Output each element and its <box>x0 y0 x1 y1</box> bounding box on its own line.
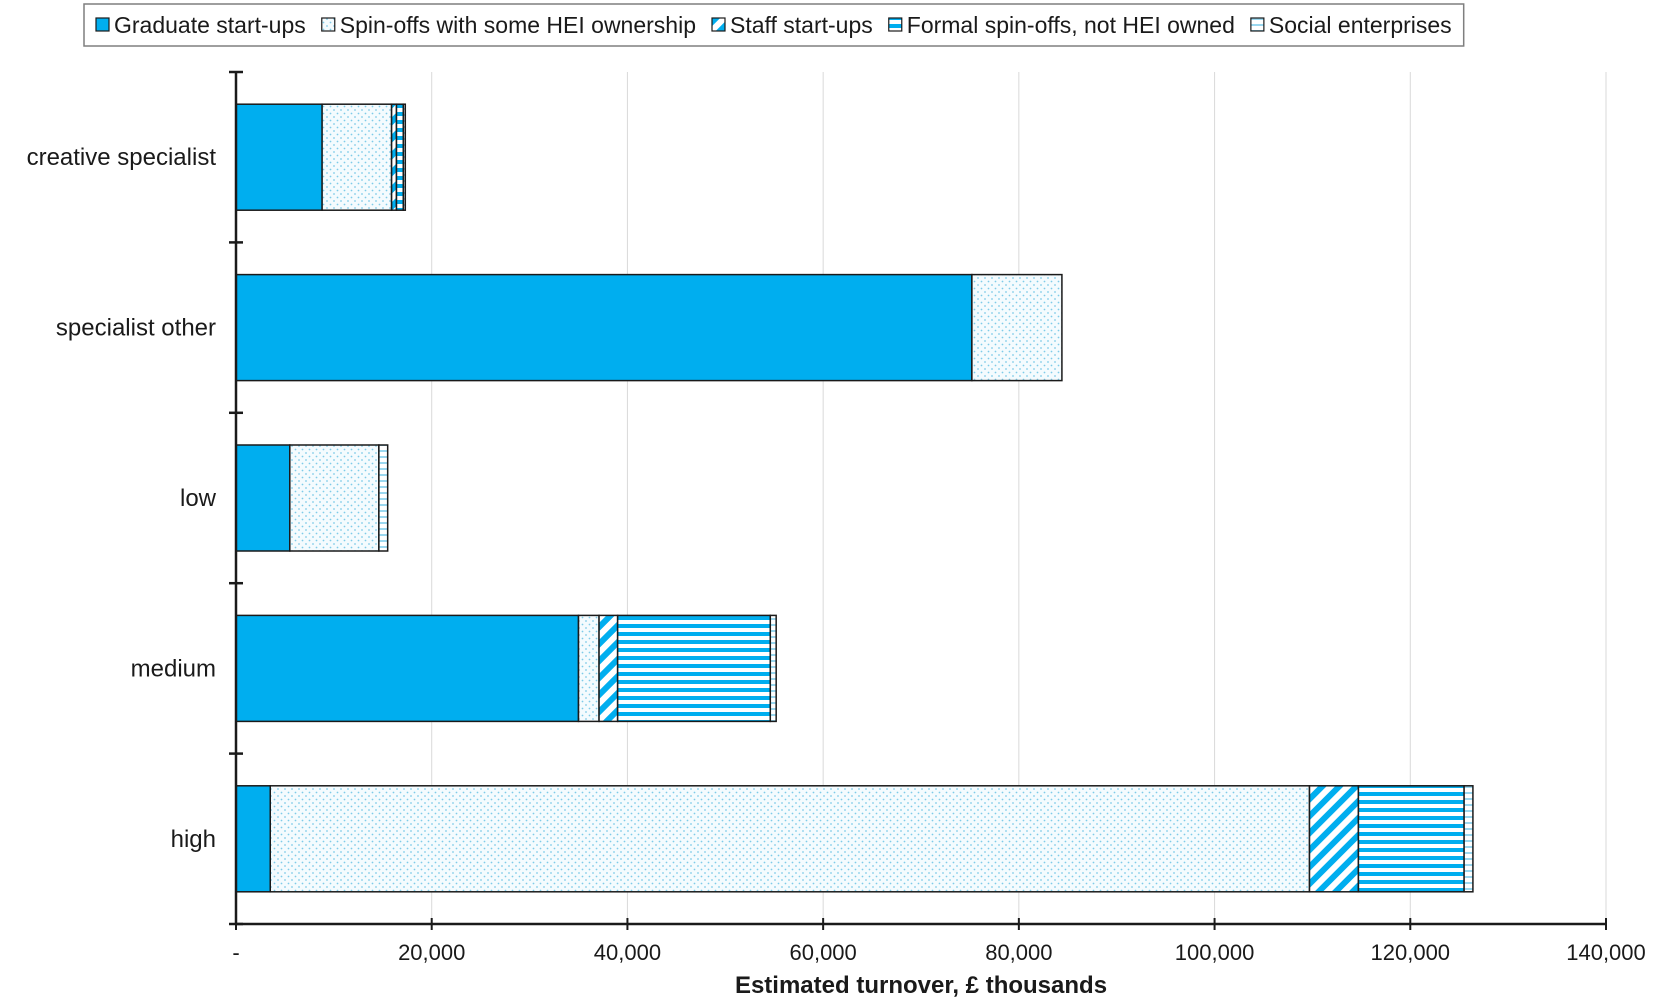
bars <box>235 103 1474 893</box>
bar-segment <box>1463 785 1474 893</box>
bar-segment <box>1308 785 1360 893</box>
bar-segment <box>235 103 323 211</box>
bar-segment <box>402 103 407 211</box>
x-tick-label: 100,000 <box>1175 940 1255 965</box>
gridlines <box>431 72 1607 924</box>
bar-segment <box>321 103 393 211</box>
x-axis-title: Estimated turnover, £ thousands <box>735 972 1107 999</box>
legend-swatch <box>711 17 726 32</box>
bar-segment <box>616 614 772 723</box>
bar-segment <box>395 103 405 211</box>
bar-segment <box>235 444 291 552</box>
x-tick-label: 120,000 <box>1371 940 1451 965</box>
bar-segment <box>235 273 973 382</box>
bar-segment <box>235 785 271 893</box>
legend-label: Spin-offs with some HEI ownership <box>340 12 696 38</box>
legend-swatch <box>1250 17 1265 32</box>
x-axis-ticks: - 20,000 40,000 60,000 80,000 100,000 120,000 1… <box>232 918 1646 965</box>
x-tick-label: 80,000 <box>985 940 1052 965</box>
y-axis-labels: creative specialist specialist other low me… <box>27 144 217 853</box>
x-tick-label: 60,000 <box>789 940 856 965</box>
x-tick-label: - <box>232 940 239 965</box>
y-category-label: medium <box>131 655 216 682</box>
legend: Graduate start-ups Spin-offs with some HE… <box>83 3 1465 47</box>
bar-segment <box>577 614 600 723</box>
legend-box <box>83 3 1465 47</box>
axes <box>229 70 1606 926</box>
legend-label: Staff start-ups <box>730 12 873 38</box>
bar-segment <box>769 614 777 723</box>
y-category-label: high <box>171 826 216 853</box>
legend-label: Graduate start-ups <box>114 12 306 38</box>
bar-segment <box>378 444 389 552</box>
bar-segment <box>289 444 380 552</box>
legend-label: Social enterprises <box>1269 12 1452 38</box>
y-category-label: specialist other <box>56 315 216 342</box>
x-tick-label: 140,000 <box>1566 940 1646 965</box>
bar-segment <box>971 273 1063 382</box>
legend-swatch <box>321 17 336 32</box>
y-category-label: creative specialist <box>27 144 217 171</box>
bar-segment <box>598 614 619 723</box>
y-category-label: low <box>180 485 217 512</box>
legend-swatch <box>888 17 903 32</box>
legend-label: Formal spin-offs, not HEI owned <box>907 12 1235 38</box>
x-tick-label: 40,000 <box>594 940 661 965</box>
legend-swatch <box>95 17 110 32</box>
bar-segment <box>1357 785 1465 893</box>
x-tick-label: 20,000 <box>398 940 465 965</box>
bar-segment <box>269 785 1311 893</box>
bar-segment <box>235 614 580 723</box>
